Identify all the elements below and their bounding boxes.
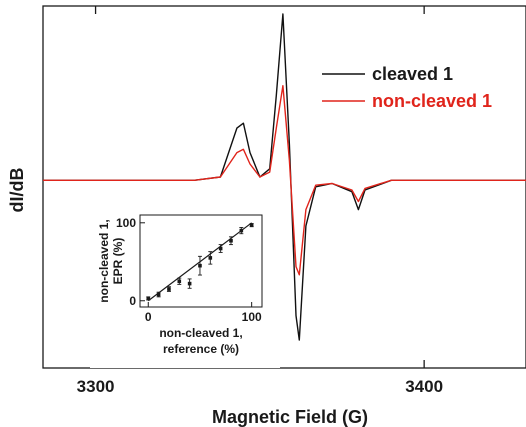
inset-ticks: 0 100 0 100 bbox=[116, 216, 262, 324]
inset-data-point bbox=[167, 287, 171, 291]
inset-data-point bbox=[177, 279, 182, 284]
inset-data-point bbox=[218, 246, 223, 251]
inset-y-axis-title-line2: EPR (%) bbox=[111, 238, 125, 285]
inset-data-point bbox=[198, 263, 202, 268]
inset-plot: 0 100 0 100 non-cleaved 1, reference (%) no… bbox=[90, 210, 280, 368]
inset-x-axis-title-line1: non-cleaved 1, bbox=[159, 326, 242, 340]
inset-data-point bbox=[146, 296, 151, 301]
inset-data-point bbox=[229, 238, 233, 243]
inset-data-point bbox=[239, 228, 244, 233]
main-x-tick-label: 3300 bbox=[77, 377, 115, 396]
inset-y-tick-label: 100 bbox=[116, 216, 136, 230]
inset-x-axis-title-line2: reference (%) bbox=[163, 342, 239, 356]
inset-data-point bbox=[208, 256, 213, 260]
inset-data-point bbox=[156, 292, 161, 297]
main-y-axis-title: dI/dB bbox=[7, 168, 27, 213]
inset-plot-frame bbox=[139, 214, 263, 308]
main-x-ticks: 3300 3400 bbox=[77, 6, 443, 396]
legend-label-cleaved: cleaved 1 bbox=[372, 64, 453, 84]
inset-y-axis-title-line1: non-cleaved 1, bbox=[97, 219, 111, 302]
main-x-tick-label: 3400 bbox=[405, 377, 443, 396]
main-series-group bbox=[43, 13, 526, 341]
legend-label-non-cleaved: non-cleaved 1 bbox=[372, 91, 492, 111]
series-line-non-cleaved bbox=[43, 84, 526, 276]
inset-series-group bbox=[146, 222, 254, 302]
legend: cleaved 1 non-cleaved 1 bbox=[322, 64, 492, 111]
main-x-axis-title: Magnetic Field (G) bbox=[212, 407, 368, 427]
inset-data-point bbox=[249, 223, 254, 227]
inset-data-point bbox=[187, 281, 192, 286]
inset-y-tick-label: 0 bbox=[129, 294, 136, 308]
inset-plot-background bbox=[90, 210, 280, 368]
inset-x-tick-label: 100 bbox=[242, 310, 262, 324]
main-plot: 3300 3400 Magnetic Field (G) dI/dB bbox=[7, 5, 526, 427]
series-line-cleaved bbox=[43, 13, 526, 341]
main-plot-frame bbox=[42, 5, 526, 369]
inset-x-tick-label: 0 bbox=[145, 310, 152, 324]
